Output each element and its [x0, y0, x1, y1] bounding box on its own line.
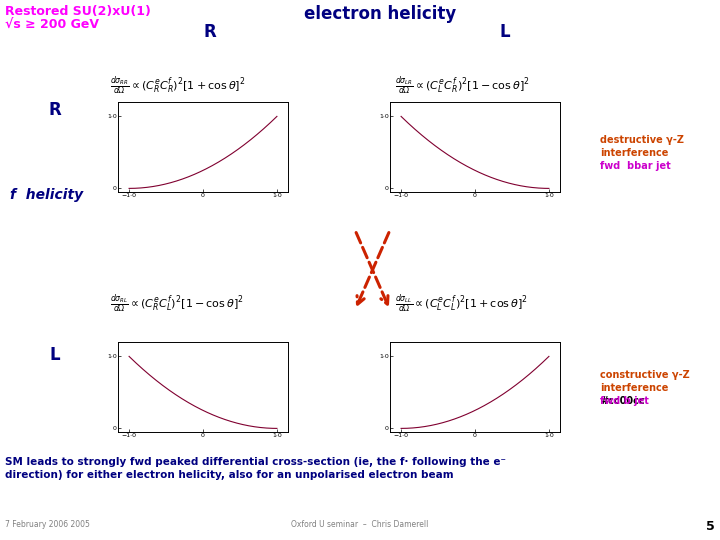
Text: R: R: [49, 101, 61, 119]
Text: electron helicity: electron helicity: [304, 5, 456, 23]
Text: direction) for either electron helicity, also for an unpolarised electron beam: direction) for either electron helicity,…: [5, 470, 454, 480]
Text: L: L: [50, 346, 60, 364]
Text: destructive γ-Z: destructive γ-Z: [600, 135, 684, 145]
Text: 5: 5: [706, 520, 715, 533]
Text: interference: interference: [600, 148, 668, 158]
Text: constructive γ-Z: constructive γ-Z: [600, 370, 690, 380]
Text: SM leads to strongly fwd peaked differential cross-section (ie, the f· following: SM leads to strongly fwd peaked differen…: [5, 457, 506, 467]
Text: Oxford U seminar  –  Chris Damerell: Oxford U seminar – Chris Damerell: [292, 520, 428, 529]
Text: √s ≥ 200 GeV: √s ≥ 200 GeV: [5, 19, 99, 32]
Text: $\frac{d\sigma_{LL}}{d\Omega} \propto (C_L^e C_L^f)^2[1+\cos\theta]^2$: $\frac{d\sigma_{LL}}{d\Omega} \propto (C…: [395, 292, 528, 315]
Text: fwd b jet: fwd b jet: [600, 396, 649, 406]
Text: 7 February 2006 2005: 7 February 2006 2005: [5, 520, 90, 529]
Text: L: L: [500, 23, 510, 41]
Text: f  helicity: f helicity: [10, 188, 83, 202]
Text: #cc00cc: #cc00cc: [600, 396, 644, 406]
Text: $\frac{d\sigma_{RL}}{d\Omega} \propto (C_R^e C_L^f)^2[1-\cos\theta]^2$: $\frac{d\sigma_{RL}}{d\Omega} \propto (C…: [110, 292, 243, 315]
Text: $\frac{d\sigma_{RR}}{d\Omega} \propto (C_R^e C_R^f)^2[1+\cos\theta]^2$: $\frac{d\sigma_{RR}}{d\Omega} \propto (C…: [110, 74, 246, 97]
Text: $\frac{d\sigma_{LR}}{d\Omega} \propto (C_L^e C_R^f)^2[1-\cos\theta]^2$: $\frac{d\sigma_{LR}}{d\Omega} \propto (C…: [395, 74, 530, 97]
Text: Restored SU(2)xU(1): Restored SU(2)xU(1): [5, 5, 151, 18]
Text: fwd  bbar jet: fwd bbar jet: [600, 161, 671, 171]
Text: interference: interference: [600, 383, 668, 393]
Text: R: R: [204, 23, 217, 41]
